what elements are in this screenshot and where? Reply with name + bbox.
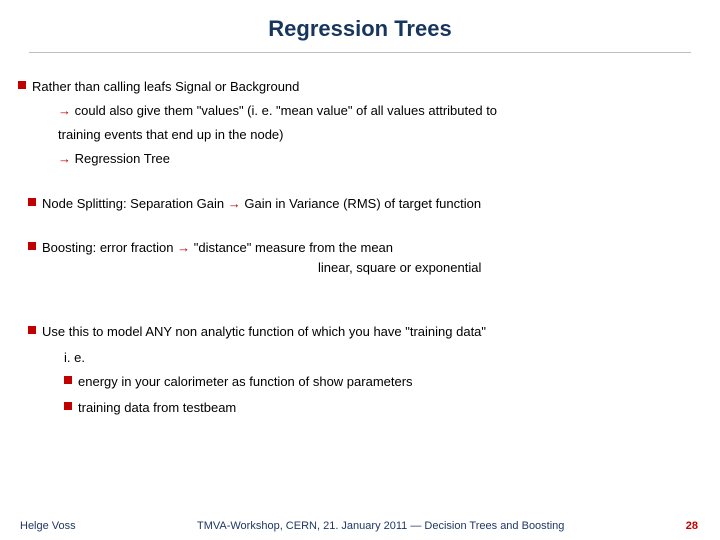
bullet-text: Use this to model ANY non analytic funct… [42, 322, 486, 342]
footer-center: TMVA-Workshop, CERN, 21. January 2011 ― … [197, 520, 564, 532]
square-bullet-icon [64, 402, 72, 410]
sub-text: could also give them "values" (i. e. "me… [75, 103, 497, 118]
sub-line: linear, square or exponential [318, 258, 692, 278]
sub-line-cont: training events that end up in the node) [58, 125, 692, 145]
sub-text-cont: training events that end up in the node) [58, 127, 284, 142]
sub-text: Regression Tree [75, 151, 170, 166]
sub-text: linear, square or exponential [318, 260, 481, 275]
square-bullet-icon [28, 198, 36, 206]
sub-text: i. e. [64, 350, 85, 365]
bullet-text: Node Splitting: Separation Gain → Gain i… [42, 194, 481, 214]
text-post: Gain in Variance (RMS) of target functio… [241, 196, 481, 211]
text-pre: Node Splitting: Separation Gain [42, 196, 228, 211]
bullet-item: Use this to model ANY non analytic funct… [28, 322, 692, 342]
sub-line: i. e. [64, 348, 692, 368]
arrow-icon-inline: → [177, 240, 190, 255]
arrow-icon: → [58, 103, 71, 118]
sub-line: → could also give them "values" (i. e. "… [58, 101, 692, 121]
title-area: Regression Trees [0, 0, 720, 52]
bullet-text: energy in your calorimeter as function o… [78, 372, 413, 392]
bullet-text: Boosting: error fraction → "distance" me… [42, 238, 393, 258]
bullet-text: Rather than calling leafs Signal or Back… [32, 77, 299, 97]
square-bullet-icon [28, 242, 36, 250]
footer-author: Helge Voss [20, 520, 76, 532]
slide-body: Rather than calling leafs Signal or Back… [0, 53, 720, 419]
sub-line: → Regression Tree [58, 149, 692, 169]
arrow-icon-inline: → [228, 196, 241, 211]
square-bullet-icon [64, 376, 72, 384]
text-pre: Boosting: error fraction [42, 240, 177, 255]
bullet-item: Rather than calling leafs Signal or Back… [18, 77, 692, 97]
square-bullet-icon [18, 81, 26, 89]
bullet-item: Node Splitting: Separation Gain → Gain i… [28, 194, 692, 214]
text-post: "distance" measure from the mean [190, 240, 393, 255]
bullet-item: Boosting: error fraction → "distance" me… [28, 238, 692, 258]
arrow-icon: → [58, 151, 71, 166]
bullet-item-nested: energy in your calorimeter as function o… [64, 372, 692, 392]
bullet-item-nested: training data from testbeam [64, 398, 692, 418]
footer: Helge Voss TMVA-Workshop, CERN, 21. Janu… [0, 520, 720, 532]
page-title: Regression Trees [0, 16, 720, 42]
square-bullet-icon [28, 326, 36, 334]
bullet-text: training data from testbeam [78, 398, 236, 418]
footer-page-number: 28 [686, 520, 698, 532]
